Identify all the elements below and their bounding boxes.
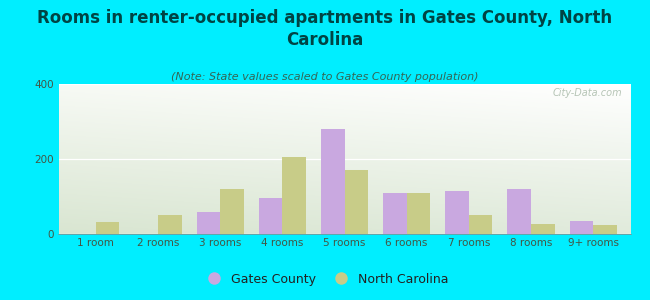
Text: City-Data.com: City-Data.com: [552, 88, 622, 98]
Bar: [220, 189, 244, 234]
Text: Rooms in renter-occupied apartments in Gates County, North
Carolina: Rooms in renter-occupied apartments in G…: [38, 9, 612, 49]
Bar: [531, 224, 554, 234]
Bar: [407, 193, 430, 234]
Bar: [259, 198, 282, 234]
Bar: [383, 193, 407, 234]
Bar: [196, 212, 220, 234]
Bar: [469, 214, 493, 234]
Bar: [445, 191, 469, 234]
Bar: [344, 170, 368, 234]
Bar: [593, 225, 617, 234]
Text: (Note: State values scaled to Gates County population): (Note: State values scaled to Gates Coun…: [171, 72, 479, 82]
Legend: Gates County, North Carolina: Gates County, North Carolina: [196, 268, 454, 291]
Bar: [508, 189, 531, 234]
Bar: [321, 129, 345, 234]
Bar: [569, 221, 593, 234]
Bar: [158, 215, 181, 234]
Bar: [96, 222, 120, 234]
Bar: [282, 157, 306, 234]
